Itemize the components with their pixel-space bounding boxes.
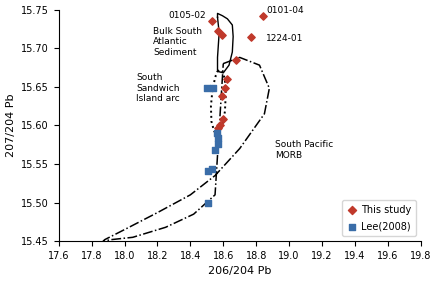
- This study: [259, 14, 266, 18]
- Lee(2008): [212, 148, 218, 152]
- Text: South Pacific
MORB: South Pacific MORB: [275, 140, 333, 160]
- Text: 0105-02: 0105-02: [168, 11, 206, 19]
- This study: [216, 122, 223, 127]
- Lee(2008): [215, 142, 222, 146]
- This study: [220, 117, 227, 122]
- Y-axis label: 207/204 Pb: 207/204 Pb: [6, 94, 16, 157]
- X-axis label: 206/204 Pb: 206/204 Pb: [208, 266, 271, 276]
- Legend: This study, Lee(2008): This study, Lee(2008): [342, 200, 416, 236]
- This study: [233, 58, 240, 62]
- Lee(2008): [213, 131, 220, 135]
- This study: [248, 34, 255, 39]
- Lee(2008): [205, 169, 212, 173]
- This study: [222, 86, 229, 91]
- This study: [215, 29, 222, 34]
- Lee(2008): [215, 136, 222, 141]
- Text: 1224-01: 1224-01: [266, 34, 303, 43]
- Lee(2008): [210, 86, 217, 91]
- Text: Bulk South
Atlantic
Sediment: Bulk South Atlantic Sediment: [153, 27, 202, 57]
- This study: [208, 19, 215, 23]
- Text: 0101-04: 0101-04: [266, 6, 304, 15]
- Lee(2008): [204, 200, 211, 205]
- Lee(2008): [208, 166, 215, 171]
- This study: [218, 33, 225, 37]
- Text: South
Sandwich
Island arc: South Sandwich Island arc: [136, 73, 180, 103]
- This study: [218, 94, 225, 98]
- This study: [223, 77, 230, 81]
- This study: [215, 126, 222, 131]
- Lee(2008): [203, 86, 210, 91]
